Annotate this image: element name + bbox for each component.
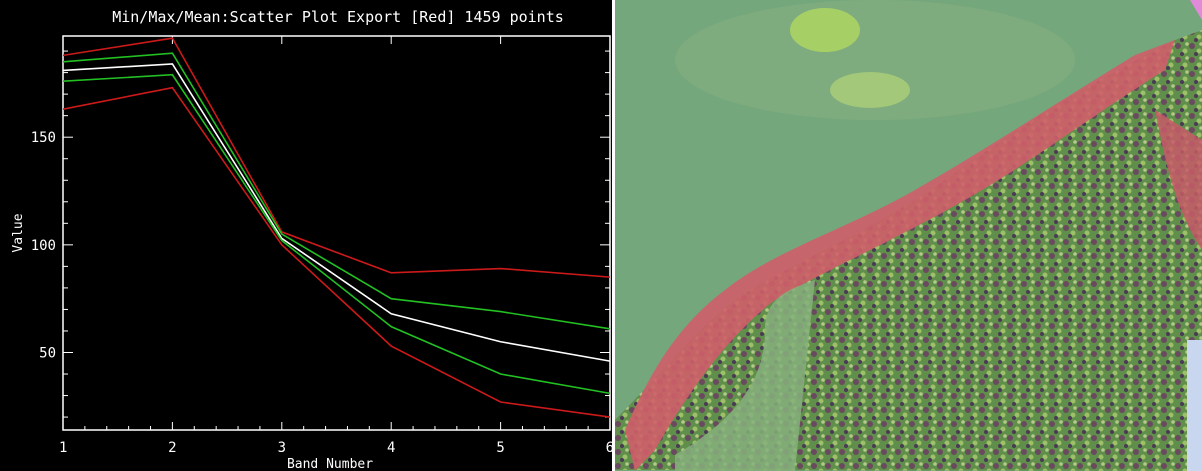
series-line-2 <box>62 52 611 330</box>
x-tick-label: 4 <box>387 440 395 456</box>
series-line-1 <box>62 37 611 278</box>
y-tick-label: 150 <box>31 130 56 146</box>
y-tick-label: 100 <box>31 238 56 254</box>
y-tick-label: 50 <box>39 345 56 361</box>
x-tick-label: 1 <box>59 440 67 456</box>
chart-title: Min/Max/Mean:Scatter Plot Export [Red] 1… <box>112 8 564 26</box>
scatter-plot-export-window: Min/Max/Mean:Scatter Plot Export [Red] 1… <box>0 0 615 471</box>
series-line-5 <box>62 86 611 418</box>
x-axis-label: Band Number <box>287 457 373 471</box>
series-line-4 <box>62 73 611 395</box>
x-tick-label: 6 <box>606 440 614 456</box>
x-tick-label: 3 <box>278 440 286 456</box>
plot-frame <box>62 35 611 431</box>
satellite-image-panel <box>615 0 1202 471</box>
min-max-mean-chart: Min/Max/Mean:Scatter Plot Export [Red] 1… <box>11 8 614 471</box>
series-line-3 <box>62 63 611 362</box>
x-tick-label: 5 <box>496 440 504 456</box>
y-axis-ticks: 50 100 150 <box>31 50 610 418</box>
x-axis-ticks: 1 2 3 4 5 6 <box>59 36 614 456</box>
satellite-false-color-coastline-icon <box>615 0 1202 471</box>
series-lines <box>62 37 611 418</box>
x-tick-label: 2 <box>168 440 176 456</box>
y-axis-label: Value <box>11 213 26 252</box>
